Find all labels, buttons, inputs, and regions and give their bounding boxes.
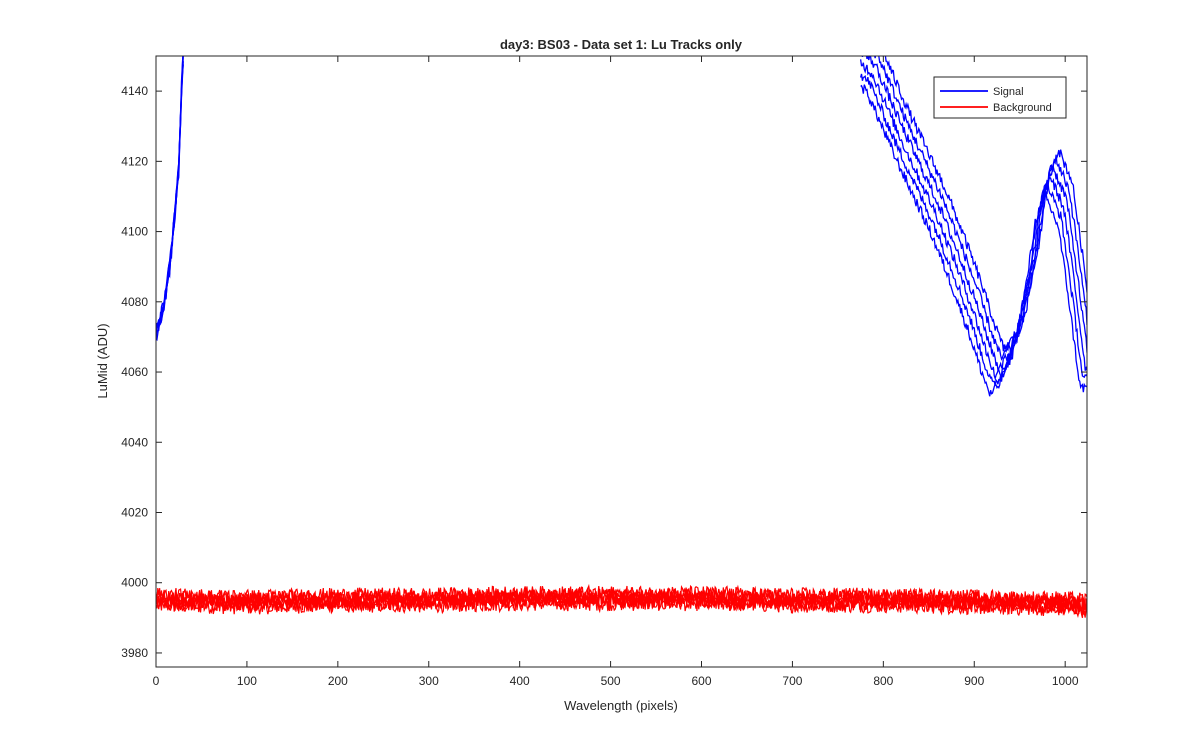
chart-title: day3: BS03 - Data set 1: Lu Tracks only: [500, 37, 743, 52]
y-tick-label: 3980: [121, 646, 148, 660]
y-axis-label: LuMid (ADU): [95, 323, 110, 398]
signal-series-line: [882, 56, 1087, 352]
legend-background-label: Background: [993, 102, 1052, 114]
y-tick-label: 4040: [121, 435, 148, 449]
x-axis: 0 100 200 300 400 500 600 700 800 900 1000: [153, 56, 1079, 688]
legend: Signal Background: [933, 76, 1067, 119]
background-series-line: [156, 583, 1087, 608]
y-tick-label: 4080: [121, 295, 148, 309]
y-tick-label: 4120: [121, 154, 148, 168]
signal-series-line: [860, 84, 1087, 397]
x-tick-label: 0: [153, 674, 160, 688]
signal-series-line: [156, 56, 184, 326]
x-tick-label: 800: [873, 674, 893, 688]
x-axis-label: Wavelength (pixels): [564, 698, 678, 713]
x-tick-label: 900: [964, 674, 984, 688]
plot-area: [155, 55, 1088, 668]
x-tick-label: 600: [691, 674, 711, 688]
axes-box: [155, 55, 1088, 668]
x-tick-label: 300: [419, 674, 439, 688]
y-tick-label: 4060: [121, 365, 148, 379]
series-layer: [156, 56, 1087, 619]
legend-signal-label: Signal: [993, 86, 1024, 98]
y-axis: 3980 4000 4020 4040 4060 4080 4100 4120 4140: [121, 84, 1087, 660]
y-tick-label: 4100: [121, 225, 148, 239]
x-tick-label: 1000: [1052, 674, 1079, 688]
x-tick-label: 100: [237, 674, 257, 688]
x-tick-label: 400: [510, 674, 530, 688]
y-tick-label: 4020: [121, 505, 148, 519]
x-tick-label: 200: [328, 674, 348, 688]
legend-box: [933, 76, 1067, 119]
y-tick-label: 4140: [121, 84, 148, 98]
plot-background: [156, 56, 1087, 667]
signal-series-line: [859, 73, 1087, 386]
x-tick-label: 500: [601, 674, 621, 688]
y-tick-label: 4000: [121, 576, 148, 590]
x-tick-label: 700: [782, 674, 802, 688]
